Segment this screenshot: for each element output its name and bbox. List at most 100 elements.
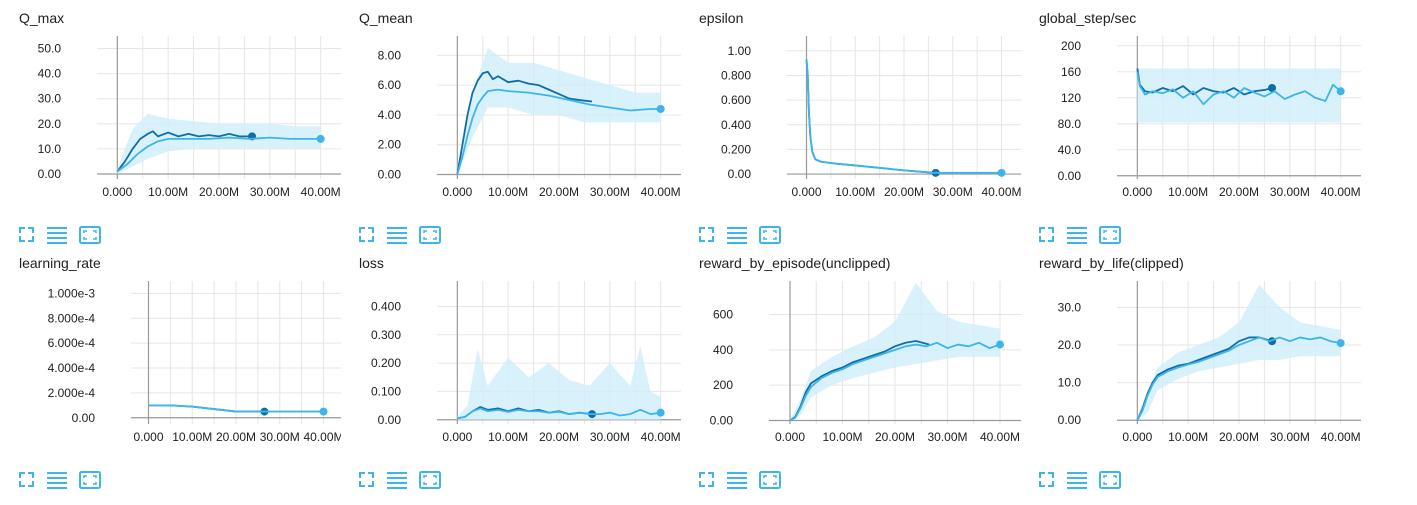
fullscreen-icon[interactable] — [1039, 471, 1061, 493]
fit-to-screen-icon[interactable] — [759, 226, 781, 248]
chart-title: Q_max — [19, 10, 65, 26]
chart-title: global_step/sec — [1039, 10, 1137, 26]
y-tick-label: 50.0 — [38, 42, 62, 56]
chart-plot[interactable]: 0.00 10.0 20.0 30.0 40.0 50.0 0.000 10.00M 20.00… — [19, 32, 341, 204]
series-band — [1137, 284, 1341, 421]
chart-title: reward_by_life(clipped) — [1039, 255, 1184, 271]
y-tick-label: 6.000e-4 — [48, 336, 96, 350]
x-tick-label: 40.00M — [1321, 185, 1361, 199]
series-line — [805, 59, 1002, 174]
fit-to-screen-icon[interactable] — [419, 226, 441, 248]
x-tick-label: 40.00M — [641, 430, 681, 444]
list-icon[interactable] — [1067, 471, 1089, 493]
chart-card: global_step/sec 0.00 40.0 80.0 120 160 200 0.00… — [1039, 8, 1379, 253]
y-tick-label: 0.00 — [378, 413, 402, 427]
fullscreen-icon[interactable] — [699, 471, 721, 493]
y-tick-label: 10.0 — [1058, 376, 1082, 390]
x-tick-label: 0.000 — [775, 430, 805, 444]
x-tick-label: 20.00M — [539, 185, 579, 199]
fit-to-screen-icon[interactable] — [1099, 471, 1121, 493]
y-tick-label: 2.00 — [378, 138, 402, 152]
x-tick-label: 40.00M — [301, 185, 341, 199]
x-tick-label: 20.00M — [1219, 430, 1259, 444]
fullscreen-icon[interactable] — [359, 471, 381, 493]
y-tick-label: 0.00 — [1058, 169, 1082, 183]
series-line — [1136, 71, 1342, 106]
x-tick-label: 20.00M — [216, 430, 256, 444]
y-tick-label: 200 — [713, 378, 733, 392]
list-icon[interactable] — [387, 471, 409, 493]
y-tick-label: 4.000e-4 — [48, 361, 96, 375]
fullscreen-icon[interactable] — [1039, 226, 1061, 248]
chart-card: reward_by_life(clipped) 0.00 10.0 20.0 30.0 0… — [1039, 253, 1379, 498]
y-tick-label: 6.00 — [378, 78, 402, 92]
y-tick-label: 2.000e-4 — [48, 386, 96, 400]
y-tick-label: 0.00 — [710, 413, 734, 427]
series-end-point[interactable] — [1336, 87, 1345, 96]
y-tick-label: 200 — [1061, 39, 1081, 53]
series-end-point[interactable] — [1268, 84, 1277, 92]
x-tick-label: 30.00M — [1270, 430, 1310, 444]
series-end-point[interactable] — [656, 104, 665, 113]
x-tick-label: 30.00M — [250, 185, 290, 199]
chart-plot[interactable]: 0.00 2.000e-4 4.000e-4 6.000e-4 8.000e-4 1.00… — [19, 277, 341, 449]
series-end-point[interactable] — [997, 168, 1006, 177]
fit-to-screen-icon[interactable] — [1099, 226, 1121, 248]
series-band — [457, 47, 661, 175]
fullscreen-icon[interactable] — [19, 471, 41, 493]
y-tick-label: 0.600 — [721, 93, 751, 107]
series-band — [790, 282, 1000, 421]
series-line — [116, 130, 253, 173]
fullscreen-icon[interactable] — [19, 226, 41, 248]
x-tick-label: 10.00M — [1168, 430, 1208, 444]
y-tick-label: 120 — [1061, 91, 1081, 105]
chart-plot[interactable]: 0.00 10.0 20.0 30.0 0.000 10.00M 20.00M 30.00M 4… — [1039, 277, 1361, 449]
series-line — [456, 88, 661, 175]
x-tick-label: 0.000 — [442, 430, 472, 444]
series-end-point[interactable] — [316, 134, 325, 143]
y-tick-label: 0.100 — [371, 384, 401, 398]
y-tick-label: 0.400 — [371, 299, 401, 313]
y-tick-label: 0.00 — [72, 411, 96, 425]
chart-card: Q_max 0.00 10.0 20.0 30.0 40.0 50.0 0.000 10.00M… — [19, 8, 359, 253]
y-tick-label: 600 — [713, 308, 733, 322]
chart-card: loss 0.00 0.100 0.200 0.300 0.400 0.000 10.00M 2… — [359, 253, 699, 498]
list-icon[interactable] — [1067, 226, 1089, 248]
y-tick-label: 0.300 — [371, 328, 401, 342]
y-tick-label: 0.800 — [721, 68, 751, 82]
y-tick-label: 40.0 — [38, 67, 62, 81]
y-tick-label: 0.00 — [38, 167, 62, 181]
x-tick-label: 20.00M — [199, 185, 239, 199]
list-icon[interactable] — [727, 471, 749, 493]
list-icon[interactable] — [47, 226, 69, 248]
fit-to-screen-icon[interactable] — [79, 226, 101, 248]
x-tick-label: 30.00M — [927, 430, 967, 444]
x-tick-label: 10.00M — [488, 185, 528, 199]
fullscreen-icon[interactable] — [359, 226, 381, 248]
chart-title: loss — [359, 255, 384, 271]
chart-card: Q_mean 0.00 2.00 4.00 6.00 8.00 0.000 10.00M 20.… — [359, 8, 699, 253]
list-icon[interactable] — [387, 226, 409, 248]
fit-to-screen-icon[interactable] — [759, 471, 781, 493]
chart-title: epsilon — [699, 10, 744, 26]
fit-to-screen-icon[interactable] — [419, 471, 441, 493]
chart-plot[interactable]: 0.00 2.00 4.00 6.00 8.00 0.000 10.00M 20.00M 30.… — [359, 32, 681, 204]
fullscreen-icon[interactable] — [699, 226, 721, 248]
series-end-point[interactable] — [319, 407, 328, 416]
x-tick-label: 10.00M — [172, 430, 212, 444]
series-end-point[interactable] — [656, 408, 665, 417]
list-icon[interactable] — [47, 471, 69, 493]
fit-to-screen-icon[interactable] — [79, 471, 101, 493]
x-tick-label: 40.00M — [980, 430, 1020, 444]
chart-plot[interactable]: 0.00 0.200 0.400 0.600 0.800 1.00 0.000 10.00M 2… — [699, 32, 1021, 204]
chart-plot[interactable]: 0.00 200 400 600 0.000 10.00M 20.00M 30.00M 40.0… — [699, 277, 1021, 449]
series-end-point[interactable] — [1336, 339, 1345, 348]
chart-plot[interactable]: 0.00 0.100 0.200 0.300 0.400 0.000 10.00M 20.00… — [359, 277, 681, 449]
y-tick-label: 0.00 — [1058, 413, 1082, 427]
series-band — [1137, 68, 1341, 123]
x-tick-label: 30.00M — [1270, 185, 1310, 199]
chart-title: Q_mean — [359, 10, 413, 26]
series-end-point[interactable] — [996, 340, 1004, 349]
list-icon[interactable] — [727, 226, 749, 248]
chart-plot[interactable]: 0.00 40.0 80.0 120 160 200 0.000 10.00M 20.00M 30… — [1039, 32, 1361, 204]
